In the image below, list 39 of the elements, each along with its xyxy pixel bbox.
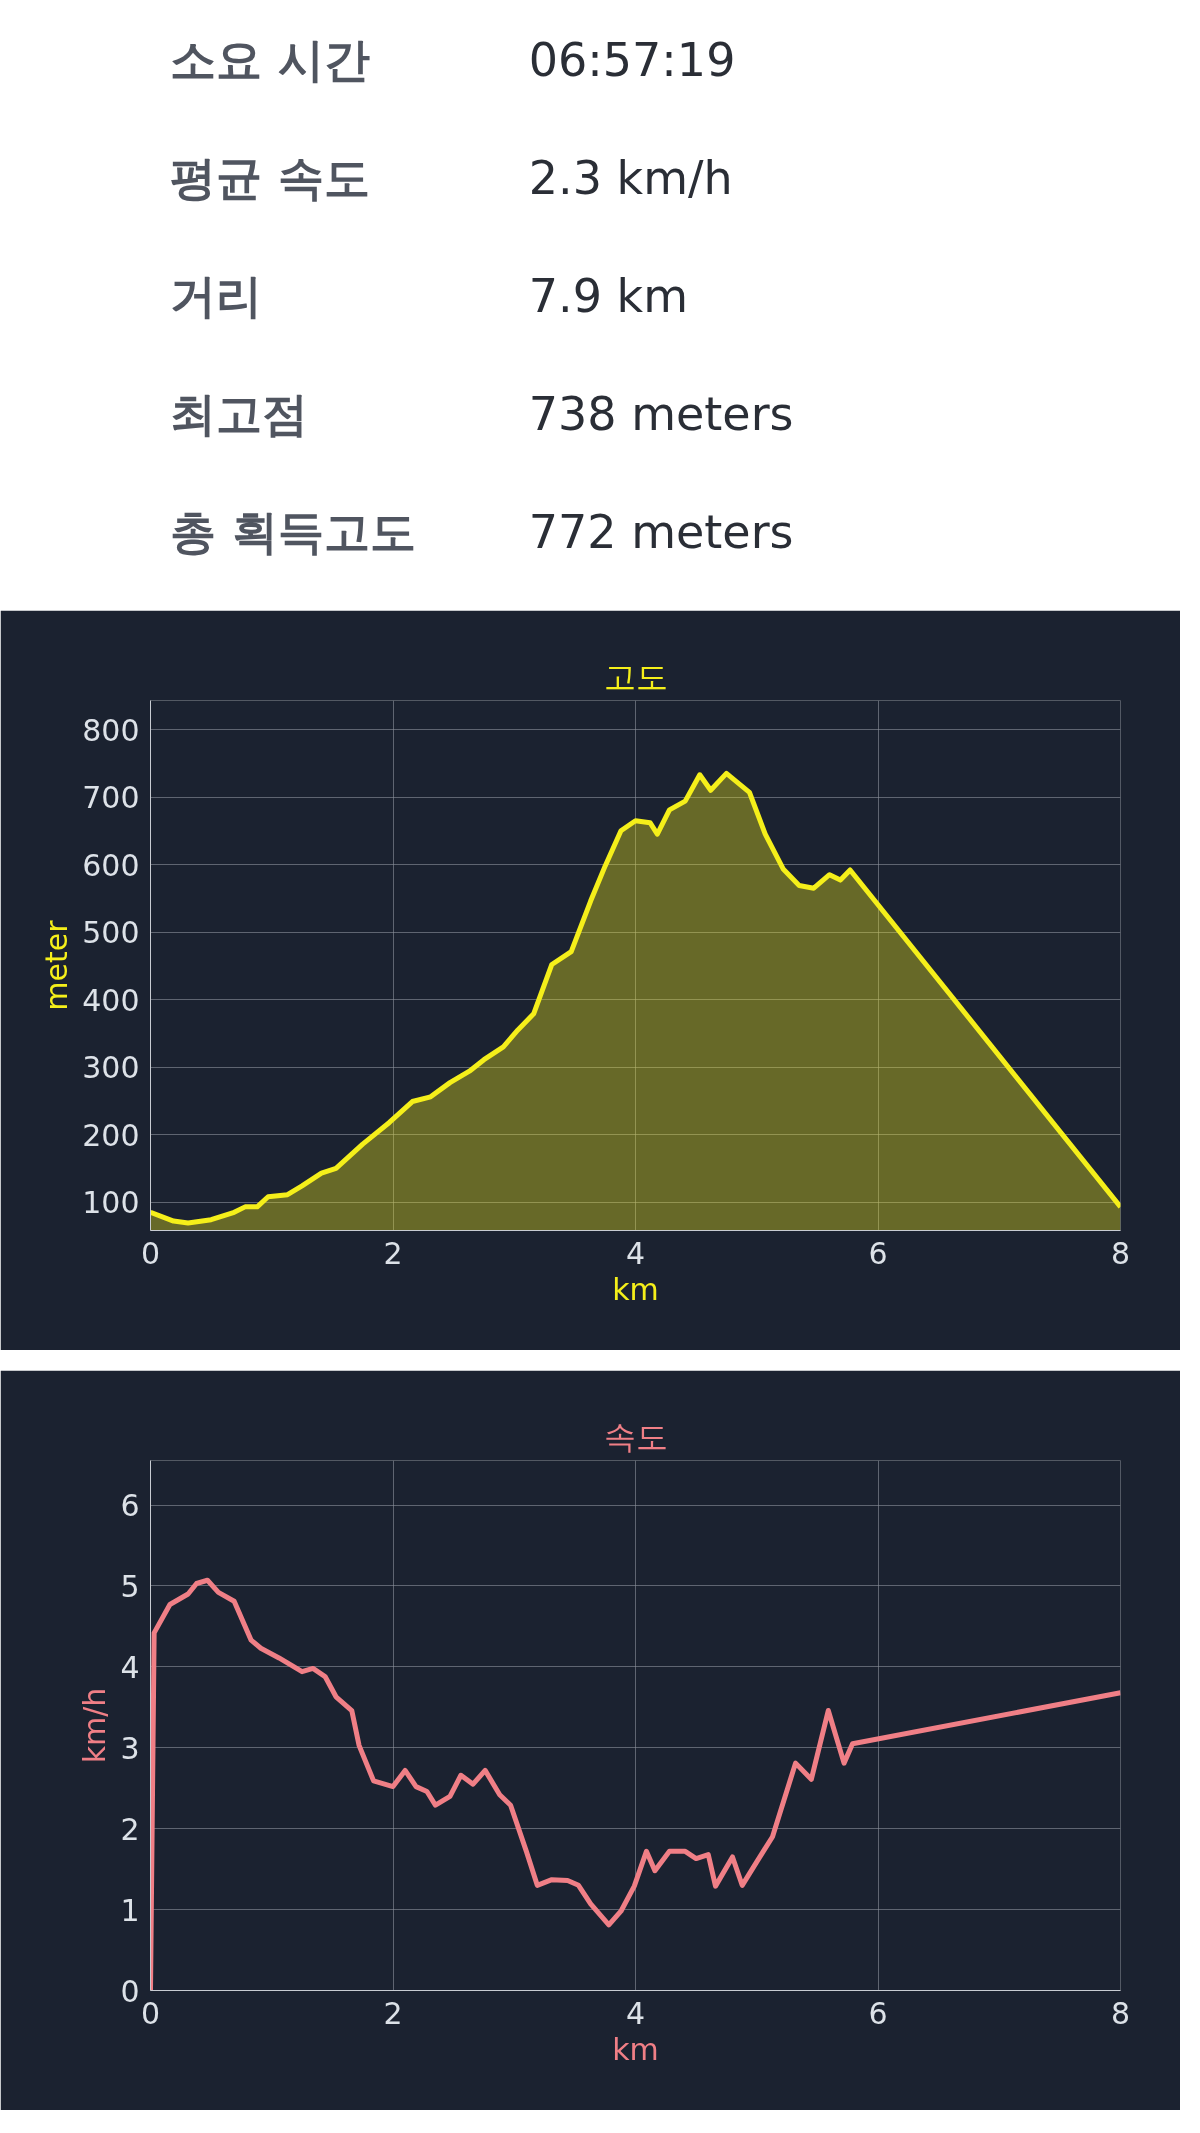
text: 738 meters <box>528 386 794 441</box>
y-tick-label: 1 <box>120 1892 140 1928</box>
x-tick-label: 8 <box>1110 1995 1131 2031</box>
y-tick-label: 400 <box>82 982 140 1018</box>
y-tick-label: 6 <box>120 1488 140 1523</box>
x-tick-label: 4 <box>625 1995 646 2031</box>
text: 최고점 <box>169 386 308 441</box>
text: 2.3 km/h <box>528 150 733 205</box>
y-axis-title: km/h <box>77 1687 113 1764</box>
y-tick-label: 700 <box>82 780 140 816</box>
x-tick-label: 4 <box>625 1235 646 1271</box>
y-tick-label: 2 <box>120 1811 140 1847</box>
text: 772 meters <box>528 504 794 559</box>
text: 소요 시간 <box>169 32 370 87</box>
y-tick-label: 500 <box>82 915 140 951</box>
y-tick-label: 0 <box>120 1973 140 2009</box>
y-tick-label: 5 <box>120 1568 140 1604</box>
y-tick-label: 3 <box>120 1730 140 1766</box>
chart-title: 고도 <box>603 657 668 696</box>
x-tick-label: 6 <box>868 1235 888 1271</box>
text: 평균 속도 <box>169 150 370 205</box>
x-tick-label: 2 <box>383 1235 403 1271</box>
y-tick-label: 800 <box>82 712 140 748</box>
y-tick-label: 200 <box>82 1117 140 1153</box>
x-tick-label: 6 <box>868 1995 888 2031</box>
y-tick-label: 100 <box>82 1185 140 1221</box>
y-axis-title: meter <box>39 919 75 1011</box>
y-tick-label: 300 <box>82 1050 140 1086</box>
text: 총 획득고도 <box>169 504 416 559</box>
text: 거리 <box>169 268 262 323</box>
x-tick-label: 2 <box>383 1995 403 2031</box>
text: 7.9 km <box>528 268 689 323</box>
y-tick-label: 4 <box>120 1649 140 1685</box>
y-tick-label: 600 <box>82 847 140 883</box>
x-axis-title: km <box>612 1271 659 1307</box>
x-tick-label: 8 <box>1110 1235 1131 1271</box>
x-axis-title: km <box>612 2031 659 2067</box>
text: 06:57:19 <box>528 32 736 87</box>
chart-title: 속도 <box>603 1417 668 1456</box>
